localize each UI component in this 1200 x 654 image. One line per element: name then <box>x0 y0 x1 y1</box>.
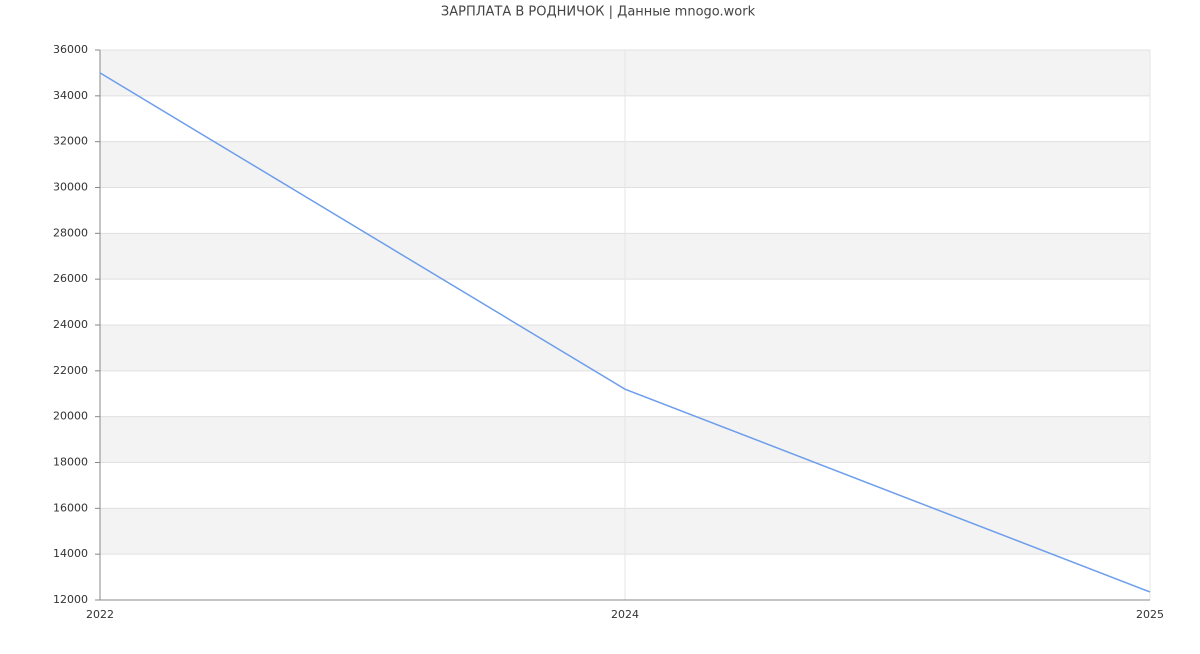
y-tick-label: 12000 <box>53 593 88 606</box>
y-tick-label: 18000 <box>53 456 88 469</box>
x-tick-label: 2025 <box>1136 608 1164 621</box>
y-tick-label: 30000 <box>53 181 88 194</box>
y-tick-label: 14000 <box>53 547 88 560</box>
y-tick-label: 32000 <box>53 135 88 148</box>
y-tick-label: 36000 <box>53 43 88 56</box>
x-tick-label: 2024 <box>611 608 639 621</box>
y-tick-label: 22000 <box>53 364 88 377</box>
line <box>99 72 1151 593</box>
x-tick-label: 2022 <box>86 608 114 621</box>
y-tick-label: 28000 <box>53 226 88 239</box>
y-tick-label: 24000 <box>53 318 88 331</box>
y-tick-label: 16000 <box>53 501 88 514</box>
y-tick-label: 20000 <box>53 410 88 423</box>
y-tick-label: 34000 <box>53 89 88 102</box>
chart-title: ЗАРПЛАТА В РОДНИЧОК | Данные mnogo.work <box>441 5 756 20</box>
y-tick-label: 26000 <box>53 272 88 285</box>
